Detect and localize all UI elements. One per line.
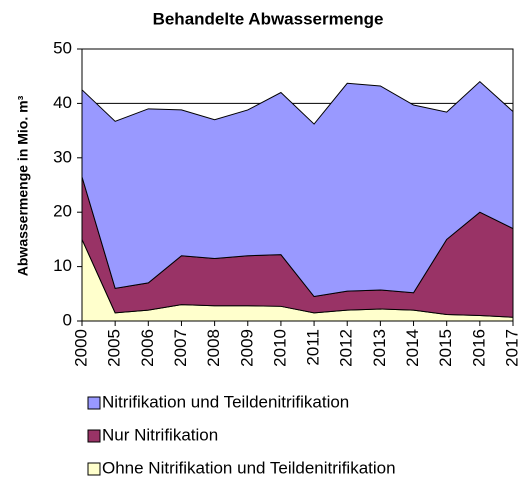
x-tick-label: 2007 <box>171 329 190 367</box>
x-tick-label: 2017 <box>502 329 521 367</box>
chart-title: Behandelte Abwassermenge <box>153 9 384 28</box>
y-tick-label: 30 <box>53 147 72 166</box>
y-tick-label: 50 <box>53 38 72 57</box>
legend-label: Ohne Nitrifikation und Teildenitrifikati… <box>102 458 396 477</box>
x-tick-label: 2005 <box>105 329 124 367</box>
x-tick-label: 2000 <box>71 329 90 367</box>
x-tick-label: 2008 <box>204 329 223 367</box>
x-tick-label: 2010 <box>270 329 289 367</box>
legend-label: Nitrifikation und Teildenitrifikation <box>102 392 349 411</box>
plot-frame <box>81 48 514 322</box>
x-tick-label: 2011 <box>304 329 323 366</box>
y-axis-label: Abwassermenge in Mio. m³ <box>15 95 31 276</box>
x-tick-label: 2013 <box>370 329 389 367</box>
legend-label: Nur Nitrifikation <box>102 425 218 444</box>
y-tick-label: 0 <box>63 310 72 329</box>
x-tick-label: 2014 <box>403 329 422 367</box>
y-tick-label: 20 <box>53 202 72 221</box>
legend-swatch <box>87 429 101 443</box>
y-tick-label: 10 <box>53 256 72 275</box>
x-tick-label: 2009 <box>237 329 256 367</box>
x-tick-label: 2016 <box>469 329 488 367</box>
x-tick-label: 2015 <box>436 329 455 367</box>
legend-swatch <box>87 462 101 476</box>
y-tick-label: 40 <box>53 93 72 112</box>
x-tick-label: 2006 <box>138 329 157 367</box>
x-tick-label: 2012 <box>337 329 356 367</box>
legend-swatch <box>87 396 101 410</box>
